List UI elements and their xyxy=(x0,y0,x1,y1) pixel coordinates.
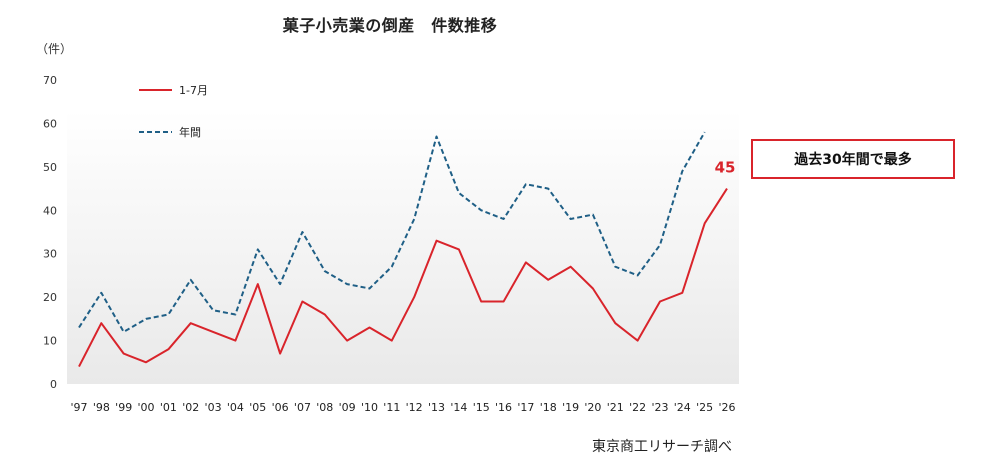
x-tick-label: '07 xyxy=(294,401,311,414)
y-tick-label: 10 xyxy=(43,335,57,348)
x-tick-label: '00 xyxy=(138,401,155,414)
x-tick-label: '19 xyxy=(562,401,579,414)
y-axis-unit: （件） xyxy=(36,42,73,56)
callout-text: 過去30年間で最多 xyxy=(794,152,912,168)
series-line-1-7 xyxy=(78,188,728,368)
legend-label: 1-7月 xyxy=(179,84,208,97)
x-tick-label: '15 xyxy=(473,401,490,414)
x-tick-label: '25 xyxy=(696,401,713,414)
x-tick-label: '18 xyxy=(540,401,557,414)
callout-box: 過去30年間で最多 xyxy=(751,139,955,179)
x-tick-label: '11 xyxy=(383,401,400,414)
x-tick-label: '24 xyxy=(674,401,691,414)
x-tick-label: '22 xyxy=(629,401,646,414)
data-label: 45 xyxy=(715,159,736,177)
x-tick-label: '16 xyxy=(495,401,512,414)
y-tick-label: 30 xyxy=(43,248,57,261)
y-tick-label: 40 xyxy=(43,204,57,217)
x-tick-label: '02 xyxy=(182,401,199,414)
legend-label: 年間 xyxy=(179,125,201,139)
x-tick-label: '09 xyxy=(339,401,356,414)
x-tick-label: '99 xyxy=(115,401,132,414)
plot-area xyxy=(67,110,739,384)
x-tick-label: '26 xyxy=(718,401,735,414)
chart-title: 菓子小売業の倒産 件数推移 xyxy=(282,16,498,35)
y-tick-label: 0 xyxy=(50,378,57,391)
x-tick-label: '98 xyxy=(93,401,110,414)
series-line-annual xyxy=(78,131,706,333)
x-tick-label: '08 xyxy=(316,401,333,414)
x-tick-label: '04 xyxy=(227,401,244,414)
x-tick-label: '10 xyxy=(361,401,378,414)
x-tick-label: '14 xyxy=(450,401,467,414)
x-tick-label: '21 xyxy=(607,401,624,414)
y-tick-label: 50 xyxy=(43,161,57,174)
x-tick-label: '23 xyxy=(651,401,668,414)
x-tick-label: '01 xyxy=(160,401,177,414)
x-tick-label: '20 xyxy=(584,401,601,414)
x-tick-label: '12 xyxy=(406,401,423,414)
y-tick-label: 70 xyxy=(43,74,57,87)
y-tick-label: 20 xyxy=(43,291,57,304)
x-tick-label: '05 xyxy=(249,401,266,414)
x-tick-label: '13 xyxy=(428,401,445,414)
x-tick-label: '06 xyxy=(272,401,289,414)
x-tick-label: '97 xyxy=(70,401,87,414)
y-tick-label: 60 xyxy=(43,117,57,130)
x-tick-label: '03 xyxy=(205,401,222,414)
x-tick-label: '17 xyxy=(517,401,534,414)
source-note: 東京商工リサーチ調べ xyxy=(592,439,732,455)
